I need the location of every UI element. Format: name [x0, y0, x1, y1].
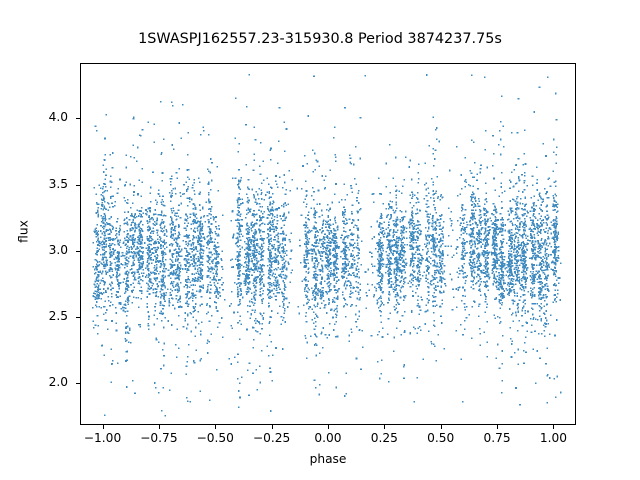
x-tick-mark	[215, 425, 217, 429]
x-tick-mark	[440, 425, 442, 429]
chart-title: 1SWASPJ162557.23-315930.8 Period 3874237…	[138, 31, 502, 47]
y-tick-label: 2.0	[48, 374, 68, 389]
x-tick-label: 0.00	[314, 431, 342, 445]
x-axis-label: phase	[309, 452, 347, 466]
x-tick-mark	[102, 425, 104, 429]
x-tick-mark	[158, 425, 160, 429]
x-tick-label: 0.75	[483, 431, 511, 445]
x-tick-label: −0.25	[252, 431, 291, 445]
x-tick-mark	[497, 425, 499, 429]
y-tick-label: 3.5	[48, 176, 68, 191]
y-tick-mark	[76, 250, 80, 252]
scatter-points-layer	[91, 74, 562, 417]
x-tick-label: −1.00	[83, 431, 122, 445]
y-tick-mark	[76, 118, 80, 120]
x-tick-mark	[328, 425, 329, 429]
x-tick-mark	[384, 425, 386, 429]
y-axis-label: flux	[16, 220, 31, 243]
y-tick-label: 3.0	[48, 242, 68, 257]
x-tick-label: 0.50	[427, 431, 455, 445]
x-tick-label: −0.75	[140, 431, 178, 445]
y-tick-mark	[76, 382, 80, 384]
y-tick-mark	[76, 184, 80, 186]
x-tick-label: 1.00	[539, 431, 568, 445]
y-tick-mark	[76, 316, 80, 318]
x-tick-label: 0.25	[370, 431, 398, 445]
x-tick-mark	[271, 425, 273, 429]
scatter-point-group	[91, 74, 562, 417]
y-tick-label: 2.5	[48, 308, 68, 323]
x-tick-label: −0.50	[196, 431, 234, 445]
y-tick-label: 4.0	[48, 110, 68, 125]
plot-axes-area	[80, 63, 576, 425]
x-tick-mark	[553, 425, 555, 429]
